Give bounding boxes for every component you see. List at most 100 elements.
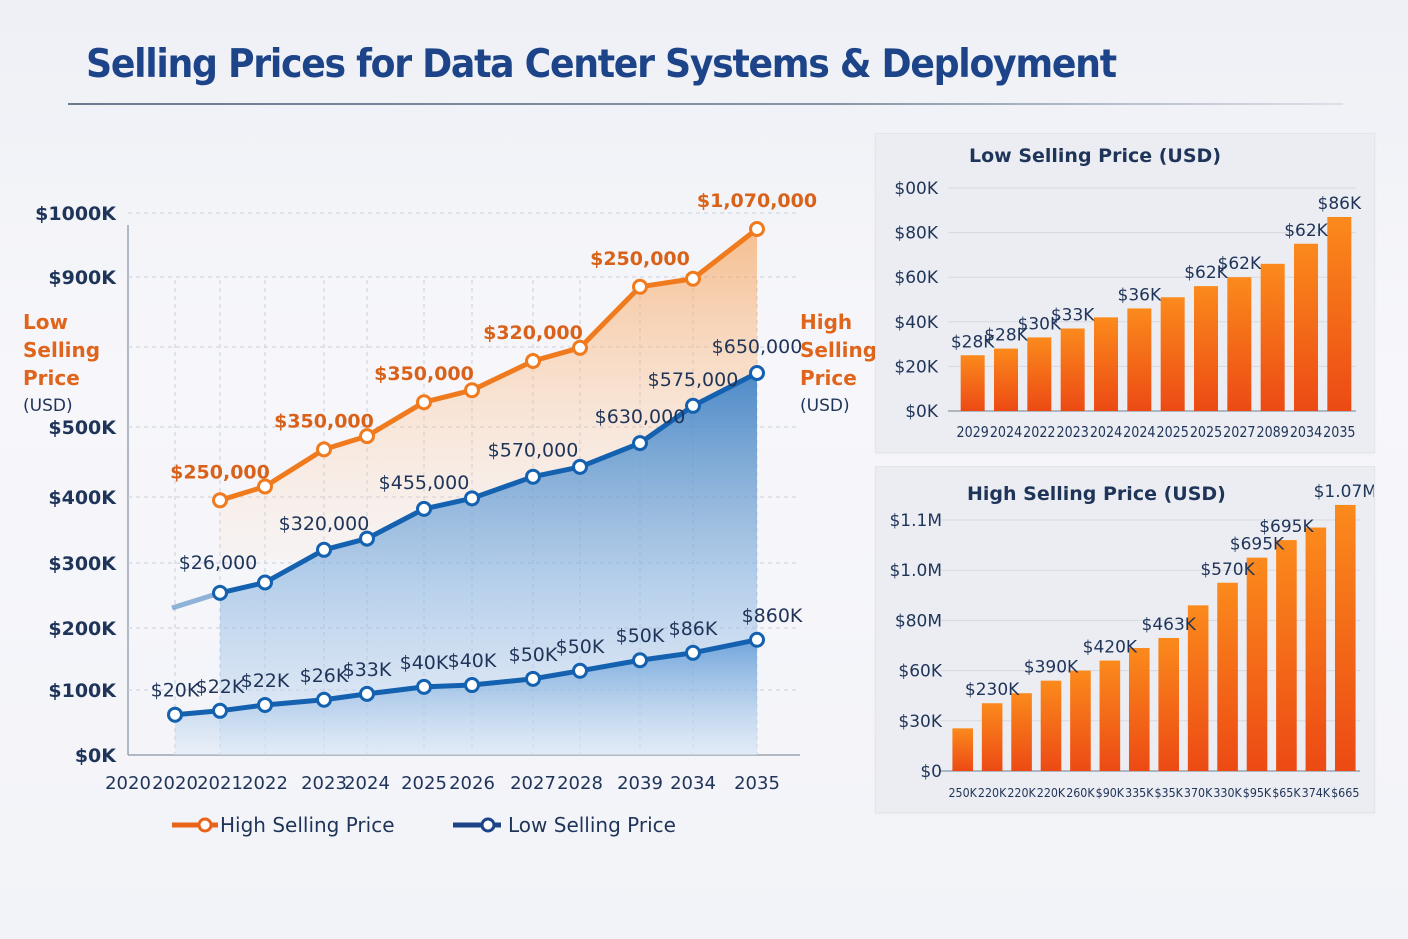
data-label: $33K: [343, 659, 392, 681]
x-tick-label: 2027: [1223, 423, 1255, 441]
data-point: [212, 584, 228, 601]
x-tick-label: 335K: [1125, 786, 1154, 800]
bar: [952, 728, 974, 771]
y-tick-label: $1.1M: [889, 511, 942, 531]
x-tick-label: $65K: [1272, 786, 1301, 800]
x-tick-label: 250K: [949, 786, 978, 800]
x-tick-label: 2023: [1057, 423, 1089, 441]
bar: [1327, 216, 1352, 411]
data-label: $62K: [1184, 263, 1228, 283]
x-tick-label: 2028: [557, 773, 603, 794]
bar: [1260, 263, 1285, 411]
data-point: [257, 574, 273, 591]
legend-low-marker-icon: [480, 817, 496, 833]
x-tick-label: 2039: [617, 773, 663, 794]
bar: [981, 703, 1003, 771]
y-tick-label: $0K: [905, 402, 939, 422]
data-point: [525, 468, 541, 485]
x-tick-label: 220K: [978, 786, 1007, 800]
x-tick-label: 2020: [152, 773, 198, 794]
data-label: $50K: [509, 644, 558, 666]
data-label: $575,000: [648, 369, 739, 391]
data-point: [525, 353, 541, 369]
high-bar-chart-title: High Selling Price (USD): [967, 483, 1226, 505]
data-point: [416, 500, 432, 517]
data-point: [316, 441, 332, 458]
data-point: [749, 631, 765, 648]
series-area-1: [220, 373, 757, 755]
data-label: $62K: [1218, 254, 1262, 274]
y-tick-label: $40K: [894, 313, 938, 333]
bar: [1305, 527, 1327, 771]
left-axis-label-line: Price: [23, 366, 80, 390]
x-tick-label: 2034: [1290, 423, 1322, 441]
data-label: $390K: [1024, 658, 1079, 678]
data-label: $420K: [1083, 638, 1138, 658]
data-label: $650,000: [712, 336, 803, 358]
x-tick-label: 2023: [301, 773, 347, 794]
data-label: $40K: [448, 650, 497, 672]
x-tick-label: 2035: [1323, 423, 1355, 441]
x-tick-label: 2021: [197, 773, 243, 794]
data-point: [359, 428, 375, 445]
left-axis-label-line: Low: [23, 310, 68, 334]
data-label: $463K: [1142, 615, 1197, 635]
data-label: $320,000: [279, 513, 370, 535]
right-axis-label-line: Selling: [800, 338, 878, 362]
low-price-bar-panel: Low Selling Price (USD) $0K $20K $40K $60K $…: [875, 133, 1375, 453]
data-label: $30K: [1018, 314, 1062, 334]
data-point: [525, 670, 541, 687]
legend-high-label: High Selling Price: [220, 813, 395, 837]
data-point: [416, 394, 432, 411]
x-tick-label: 2089: [1257, 423, 1289, 441]
right-axis-unit: (USD): [800, 396, 850, 416]
y-tick-label: $900K: [48, 267, 117, 289]
data-label: $50K: [616, 625, 665, 647]
data-label: $36K: [1118, 285, 1162, 305]
data-label: $20K: [151, 680, 200, 702]
data-point: [464, 677, 480, 694]
data-label: $695K: [1230, 535, 1285, 555]
data-point: [464, 490, 480, 507]
data-point: [632, 652, 648, 669]
data-label: $630,000: [595, 406, 686, 428]
data-point: [316, 691, 332, 708]
bar: [1276, 540, 1297, 771]
data-label: $22K: [196, 676, 245, 698]
data-label: $570K: [1200, 560, 1255, 580]
data-point: [212, 492, 228, 509]
y-tick-label: $20K: [894, 357, 938, 377]
left-axis-label: Low Selling Price (USD): [23, 308, 100, 420]
data-label: $570,000: [488, 440, 579, 462]
bar: [1070, 670, 1091, 771]
data-point: [359, 685, 375, 702]
y-tick-label: $500K: [48, 417, 117, 439]
x-tick-label: 2027: [510, 773, 556, 794]
x-tick-label: 2026: [449, 773, 495, 794]
y-tick-label: $80M: [895, 611, 942, 631]
y-tick-label: $80K: [894, 224, 938, 244]
bar: [1227, 277, 1252, 411]
x-tick-label: 2022: [1023, 423, 1055, 441]
bar: [1158, 637, 1180, 771]
left-axis-unit: (USD): [23, 396, 73, 416]
x-tick-label: 2029: [957, 423, 989, 441]
data-label: $1,070,000: [697, 190, 817, 212]
x-tick-label: $35K: [1155, 786, 1184, 800]
data-label: $40K: [400, 652, 449, 674]
x-tick-label: $90K: [1096, 786, 1125, 800]
x-tick-label: 374K: [1302, 786, 1331, 800]
bar: [1099, 660, 1121, 771]
x-tick-label: 370K: [1184, 786, 1213, 800]
x-tick-label: 260K: [1066, 786, 1095, 800]
series-line-lead-in: [171, 590, 221, 611]
data-label: $230K: [965, 680, 1020, 700]
y-tick-label: $60K: [898, 662, 942, 682]
left-axis-label-line: Selling: [23, 338, 101, 362]
x-tick-label: 2025: [1157, 423, 1189, 441]
x-tick-label: 2024: [990, 423, 1022, 441]
data-point: [359, 530, 375, 547]
low-bar-chart-title: Low Selling Price (USD): [969, 145, 1222, 167]
data-point: [257, 478, 273, 495]
data-label: $50K: [556, 636, 605, 658]
